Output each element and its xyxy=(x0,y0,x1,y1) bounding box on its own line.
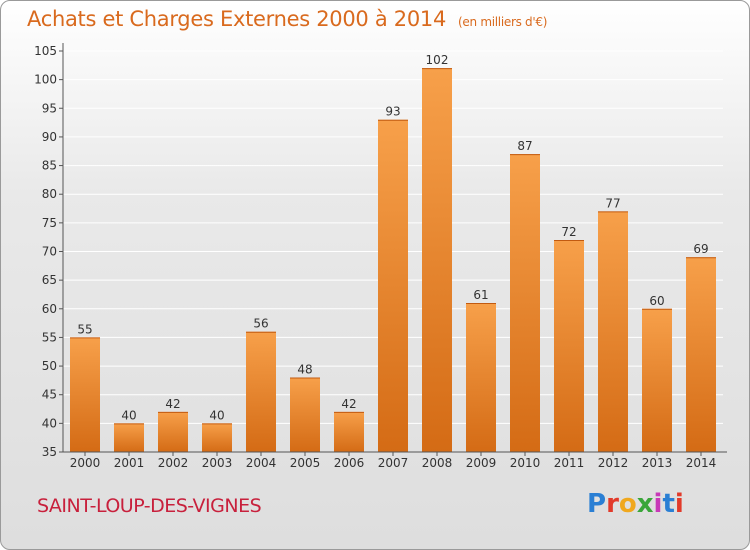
bar-2010[interactable] xyxy=(510,154,540,452)
y-tick-label: 35 xyxy=(42,445,57,459)
x-tick-label-2014: 2014 xyxy=(686,456,717,470)
y-tick-label: 70 xyxy=(42,245,57,259)
y-tick-label: 55 xyxy=(42,330,57,344)
x-tick-label-2000: 2000 xyxy=(70,456,101,470)
bar-2002[interactable] xyxy=(158,411,188,452)
bar-2007[interactable] xyxy=(378,119,408,452)
data-label-2011: 72 xyxy=(561,225,576,239)
x-tick-label-2013: 2013 xyxy=(642,456,673,470)
y-tick-label: 100 xyxy=(34,73,57,87)
x-tick-label-2011: 2011 xyxy=(554,456,585,470)
x-tick-label-2005: 2005 xyxy=(290,456,321,470)
x-tick-label-2001: 2001 xyxy=(114,456,145,470)
data-label-2003: 40 xyxy=(209,408,224,422)
y-tick-label: 40 xyxy=(42,416,57,430)
data-label-2001: 40 xyxy=(121,408,136,422)
data-label-2012: 77 xyxy=(605,196,620,210)
y-tick-label: 50 xyxy=(42,359,57,373)
bar-2008[interactable] xyxy=(422,68,452,452)
bar-2004[interactable] xyxy=(246,331,276,452)
x-tick-label-2006: 2006 xyxy=(334,456,365,470)
data-label-2006: 42 xyxy=(341,397,356,411)
y-tick-label: 60 xyxy=(42,302,57,316)
data-label-2009: 61 xyxy=(473,288,488,302)
logo-letter: P xyxy=(587,489,607,519)
data-label-2004: 56 xyxy=(253,317,268,331)
y-tick-label: 45 xyxy=(42,388,57,402)
axis-layer: 35 40 45 50 55 60 65 70 75 80 85 90 95 100 105 2000 2001… xyxy=(34,43,727,470)
x-tick-label-2002: 2002 xyxy=(158,456,189,470)
logo-letter: t xyxy=(662,489,675,519)
bar-2013[interactable] xyxy=(642,308,672,452)
logo-letter: o xyxy=(618,489,637,519)
x-tick-label-2007: 2007 xyxy=(378,456,409,470)
y-tick-label: 90 xyxy=(42,130,57,144)
bar-2003[interactable] xyxy=(202,423,232,452)
x-tick-label-2008: 2008 xyxy=(422,456,453,470)
y-tick-label: 80 xyxy=(42,187,57,201)
bar-2005[interactable] xyxy=(290,377,320,452)
data-label-2005: 48 xyxy=(297,363,312,377)
logo-letter: x xyxy=(636,489,654,519)
bar-2009[interactable] xyxy=(466,303,496,452)
logo-letter: i xyxy=(653,489,663,519)
data-label-2010: 87 xyxy=(517,139,532,153)
logo-letter: r xyxy=(606,489,619,519)
data-label-2013: 60 xyxy=(649,294,664,308)
chart-unit: (en milliers d'€) xyxy=(458,15,548,29)
x-tick-label-2003: 2003 xyxy=(202,456,233,470)
bar-2006[interactable] xyxy=(334,411,364,452)
y-tick-label: 65 xyxy=(42,273,57,287)
data-label-2002: 42 xyxy=(165,397,180,411)
bar-layer: 55 40 42 40 56 48 42 93 102 61 87 72 77 60 69 xyxy=(70,53,716,452)
commune-name: SAINT-LOUP-DES-VIGNES xyxy=(37,495,262,517)
data-label-2014: 69 xyxy=(693,242,708,256)
bar-2000[interactable] xyxy=(70,337,100,452)
data-label-2000: 55 xyxy=(77,322,92,336)
x-tick-label-2004: 2004 xyxy=(246,456,277,470)
y-tick-label: 105 xyxy=(34,44,57,58)
chart-title: Achats et Charges Externes 2000 à 2014 (e… xyxy=(27,7,547,31)
x-tick-label-2009: 2009 xyxy=(466,456,497,470)
x-tick-label-2012: 2012 xyxy=(598,456,629,470)
logo-letter: i xyxy=(674,489,684,519)
bar-2012[interactable] xyxy=(598,211,628,452)
data-label-2007: 93 xyxy=(385,105,400,119)
bar-2011[interactable] xyxy=(554,240,584,452)
data-label-2008: 102 xyxy=(426,53,449,67)
proxiti-logo[interactable]: Proxiti xyxy=(587,489,684,519)
bar-2014[interactable] xyxy=(686,257,716,452)
x-tick-label-2010: 2010 xyxy=(510,456,541,470)
y-tick-label: 85 xyxy=(42,159,57,173)
y-tick-label: 95 xyxy=(42,101,57,115)
chart-title-text: Achats et Charges Externes 2000 à 2014 xyxy=(27,7,447,31)
bar-2001[interactable] xyxy=(114,423,144,452)
y-tick-label: 75 xyxy=(42,216,57,230)
